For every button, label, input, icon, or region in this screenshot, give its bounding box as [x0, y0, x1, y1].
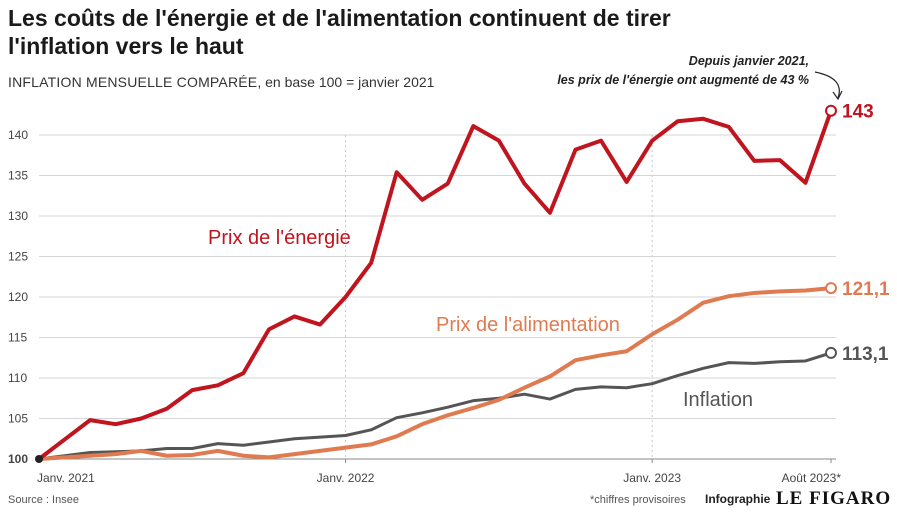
y-tick-label: 120: [8, 290, 28, 304]
chart-title: Les coûts de l'énergie et de l'alimentat…: [8, 5, 671, 59]
x-tick-label: Août 2023*: [782, 471, 842, 485]
series-line-1: [38, 286, 832, 461]
chart-subtitle: INFLATION MENSUELLE COMPARÉE, en base 10…: [8, 74, 434, 90]
y-tick-label: 125: [8, 250, 28, 264]
annotation: Depuis janvier 2021, les prix de l'énerg…: [557, 52, 809, 90]
publisher-logo: LE FIGARO: [776, 488, 892, 509]
y-tick-label: 135: [8, 169, 28, 183]
series-name-label: Prix de l'alimentation: [436, 314, 620, 336]
source-text: Source : Insee: [8, 494, 79, 506]
footnote-text: *chiffres provisoires: [590, 494, 686, 506]
subtitle-caps: INFLATION MENSUELLE COMPARÉE: [8, 74, 258, 90]
y-tick-label: 115: [8, 331, 27, 345]
y-tick-label: 140: [8, 128, 28, 142]
series-name-label: Inflation: [683, 389, 753, 411]
series-labels: 143 121,1 113,1 Prix de l'énergie Prix de l'…: [208, 102, 890, 411]
end-marker: [825, 346, 837, 359]
y-tick-label: 110: [8, 371, 27, 385]
y-tick-label: 100: [8, 452, 28, 466]
annotation-arrowhead: [832, 90, 843, 101]
x-tick-label: Janv. 2021: [37, 471, 95, 485]
origin-dot: [35, 455, 43, 463]
end-marker: [825, 104, 837, 117]
y-tick-labels: 100 105 110 115 120 125 130 135 140: [8, 128, 28, 466]
y-tick-label: 130: [8, 209, 28, 223]
x-tick-label: Janv. 2023: [623, 471, 681, 485]
series-line-0: [37, 110, 833, 461]
end-value-label: 113,1: [842, 344, 889, 365]
annotation-line-1: Depuis janvier 2021,: [688, 54, 809, 68]
end-marker: [825, 282, 837, 295]
end-value-label: 143: [842, 102, 874, 123]
series-lines: [37, 110, 833, 461]
credit-text: Infographie: [705, 492, 771, 506]
series-line-2: [38, 351, 832, 461]
end-value-label: 121,1: [842, 279, 890, 300]
series-name-label: Prix de l'énergie: [208, 227, 351, 249]
x-tick-labels: Janv. 2021 Janv. 2022 Janv. 2023 Août 2023*: [37, 459, 841, 485]
series-markers: [35, 104, 837, 463]
annotation-line-2: les prix de l'énergie ont augmenté de 43…: [557, 73, 809, 87]
subtitle-rest: , en base 100 = janvier 2021: [257, 74, 435, 90]
annotation-arrow: [814, 71, 840, 99]
y-tick-label: 105: [8, 412, 28, 426]
x-tick-label: Janv. 2022: [317, 471, 375, 485]
